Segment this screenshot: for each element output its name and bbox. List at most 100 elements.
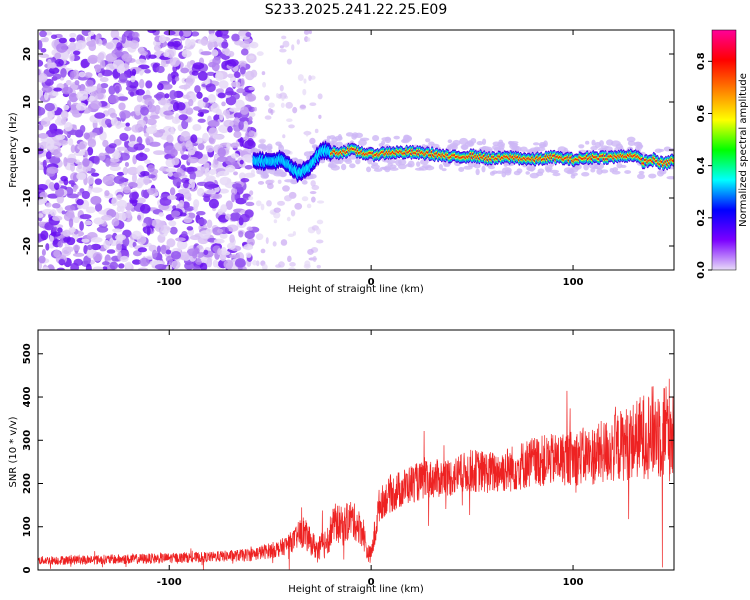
noise-blob xyxy=(45,243,50,251)
noise-blob xyxy=(55,134,66,140)
track-halo xyxy=(405,163,413,168)
noise-blob xyxy=(73,244,81,251)
track-halo xyxy=(525,171,530,175)
noise-blob xyxy=(197,99,206,108)
noise-blob xyxy=(130,75,136,83)
noise-blob xyxy=(156,65,165,74)
noise-blob xyxy=(135,58,147,65)
noise-blob xyxy=(40,230,49,241)
noise-blob xyxy=(230,142,239,149)
track-halo xyxy=(535,146,546,152)
colorbar-ticks: 0.0 0.2 0.4 0.6 0.8 xyxy=(696,52,712,279)
track-halo xyxy=(395,159,402,166)
noise-blob xyxy=(164,114,174,120)
track-halo xyxy=(654,148,663,153)
noise-blob xyxy=(183,191,192,200)
track-halo xyxy=(452,139,461,146)
noise-blob xyxy=(141,222,147,228)
noise-blob xyxy=(294,202,303,210)
noise-blob xyxy=(225,200,233,210)
noise-blob xyxy=(73,216,80,224)
noise-blob xyxy=(169,89,177,100)
noise-blob xyxy=(264,95,270,102)
noise-blob xyxy=(281,95,285,102)
noise-blob xyxy=(243,243,254,251)
noise-blob xyxy=(38,53,50,58)
track-halo xyxy=(415,161,421,167)
track-halo xyxy=(535,171,544,177)
noise-blob xyxy=(279,48,287,53)
track-halo xyxy=(381,140,386,146)
noise-blob xyxy=(73,50,81,56)
noise-blob xyxy=(280,239,288,246)
noise-blob xyxy=(315,239,324,244)
noise-blob xyxy=(82,158,90,167)
noise-blob xyxy=(65,157,77,164)
noise-blob xyxy=(38,89,42,99)
noise-blob xyxy=(38,59,44,67)
noise-blob xyxy=(303,78,307,84)
noise-blob xyxy=(236,88,246,94)
noise-blob xyxy=(282,40,290,48)
noise-blob xyxy=(101,261,110,266)
noise-blob xyxy=(111,197,118,207)
noise-blob xyxy=(109,162,120,168)
noise-blob xyxy=(287,267,296,270)
noise-blob xyxy=(269,179,275,184)
noise-blob xyxy=(308,75,312,82)
noise-blob xyxy=(189,39,196,45)
track-halo xyxy=(611,170,621,175)
track-halo xyxy=(585,140,590,145)
noise-blob xyxy=(261,71,266,76)
track-halo xyxy=(566,169,574,175)
track-halo xyxy=(481,165,486,173)
noise-blob xyxy=(109,261,119,270)
noise-blob xyxy=(192,62,205,70)
noise-blob xyxy=(83,132,90,140)
noise-blob xyxy=(93,155,100,165)
track-halo xyxy=(616,163,623,169)
y-tick-label: 0 xyxy=(22,146,33,153)
noise-blob xyxy=(230,153,240,159)
noise-blob xyxy=(216,156,228,163)
noise-blob xyxy=(88,95,95,101)
y-tick-label: 400 xyxy=(22,387,33,408)
noise-blob xyxy=(190,134,198,144)
noise-blob xyxy=(105,42,114,49)
track-halo xyxy=(393,135,400,140)
noise-blob xyxy=(168,220,177,227)
noise-blob xyxy=(137,214,142,221)
noise-blob xyxy=(187,156,199,164)
noise-blob xyxy=(108,143,117,149)
colorbar: 0.0 0.2 0.4 0.6 0.8 Normalized spectral ampl… xyxy=(696,29,749,279)
noise-blob xyxy=(111,218,120,227)
noise-blob xyxy=(257,180,265,185)
track-halo xyxy=(328,162,334,167)
noise-blob xyxy=(286,58,292,65)
noise-blob xyxy=(105,157,111,167)
noise-blob xyxy=(70,144,76,153)
track-halo xyxy=(634,141,641,145)
noise-blob xyxy=(178,212,187,217)
noise-blob xyxy=(171,260,181,270)
noise-blob xyxy=(136,197,146,204)
noise-blob xyxy=(60,118,67,125)
noise-blob xyxy=(96,83,102,93)
noise-blob xyxy=(289,262,296,267)
track-halo xyxy=(273,172,284,177)
noise-blob xyxy=(139,203,151,214)
noise-blob xyxy=(248,86,256,91)
noise-blob xyxy=(116,243,123,251)
noise-blob xyxy=(44,222,54,231)
noise-blob xyxy=(314,128,319,134)
track-halo xyxy=(373,168,383,172)
noise-blob xyxy=(68,138,74,146)
noise-blob xyxy=(64,205,76,212)
y-tick-label: -20 xyxy=(22,237,33,255)
noise-blob xyxy=(47,109,55,119)
noise-blob xyxy=(204,181,216,190)
noise-blob xyxy=(169,57,181,67)
noise-blob xyxy=(306,37,311,42)
noise-blob xyxy=(291,44,295,51)
noise-blob xyxy=(42,208,54,215)
